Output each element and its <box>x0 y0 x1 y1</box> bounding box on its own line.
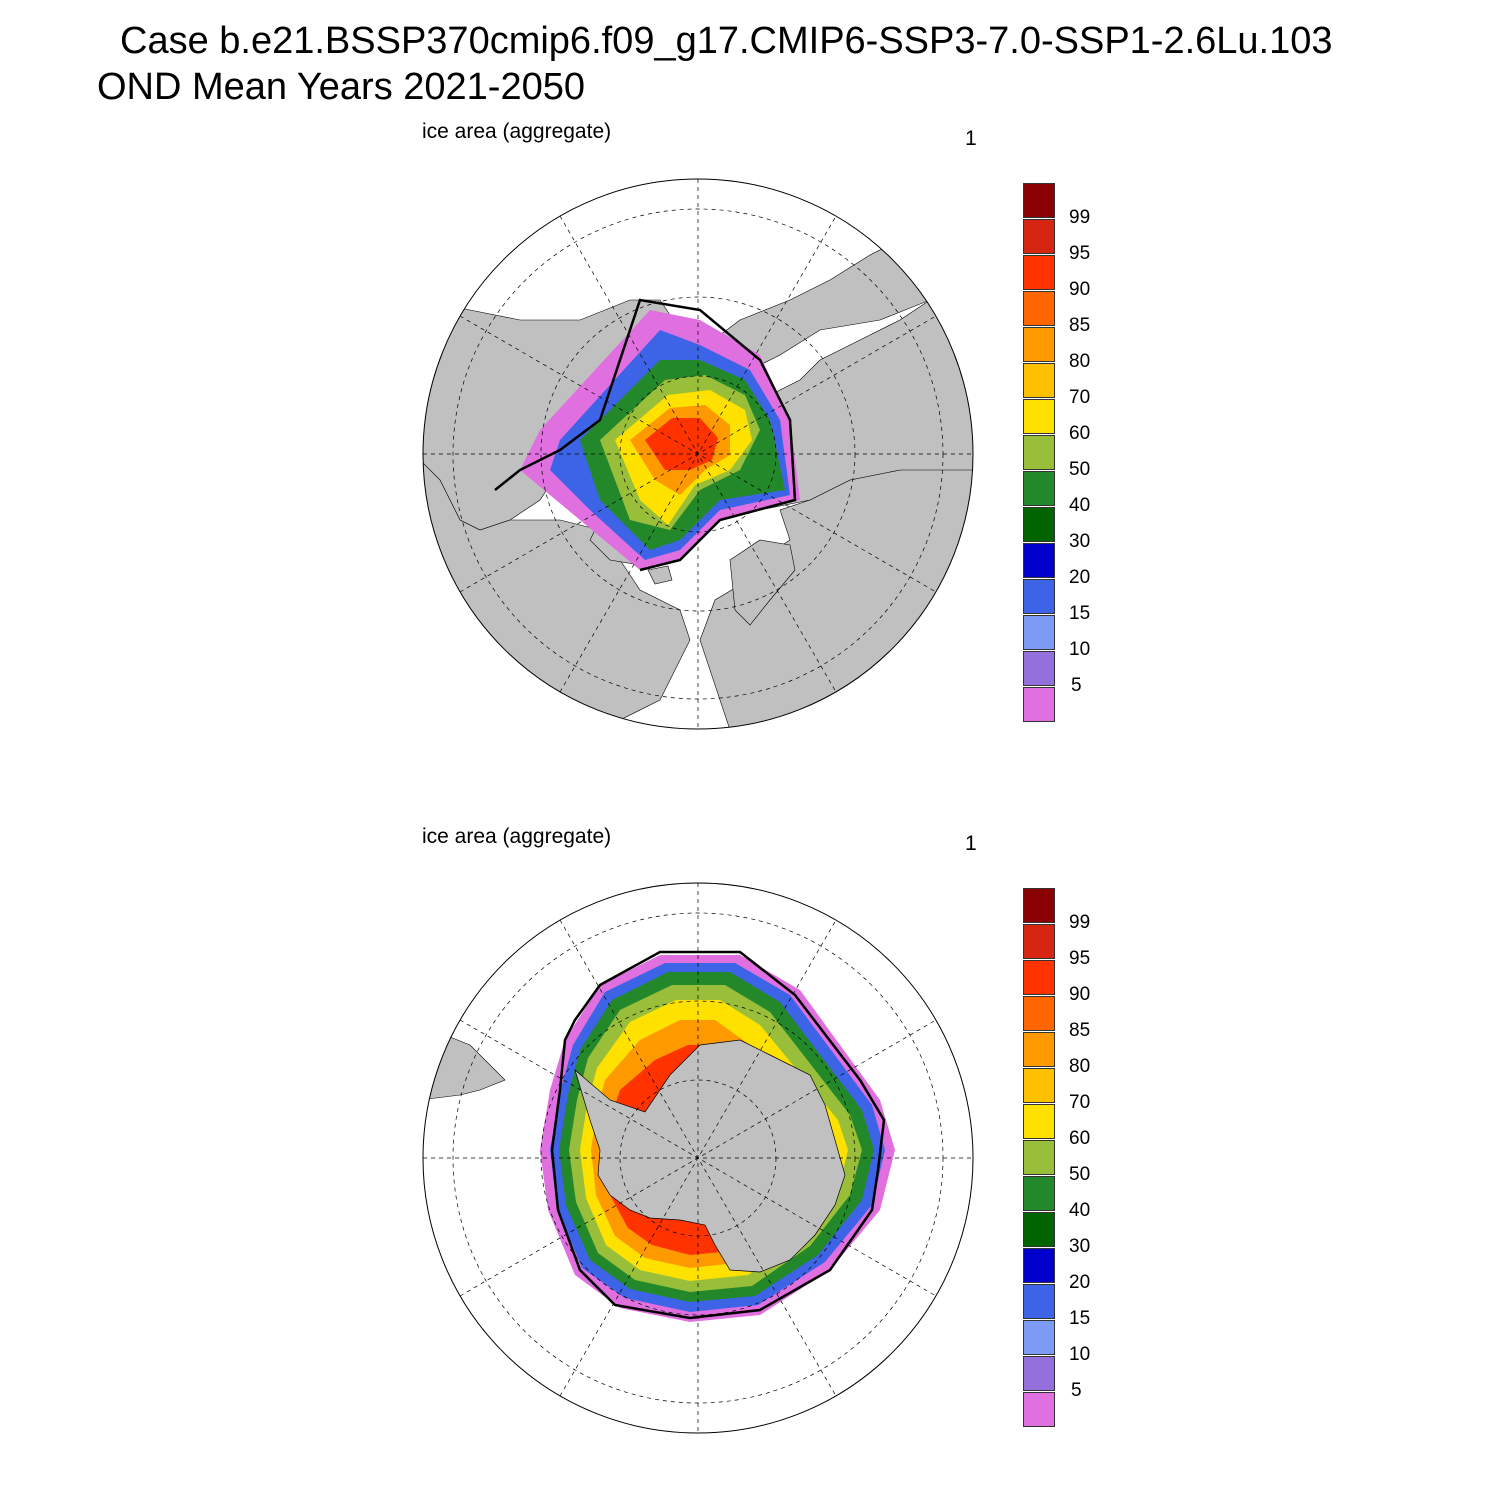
legend-north-swatch-0 <box>1023 183 1055 218</box>
legend-south-label: 85 <box>1069 1020 1091 1041</box>
legend-south-swatch-12 <box>1023 1320 1055 1355</box>
arctic-land-scandinavia <box>729 539 796 626</box>
arctic-ice-band-95 <box>645 418 718 470</box>
arctic-graticule <box>423 179 973 729</box>
legend-south-label: 60 <box>1069 1128 1091 1149</box>
antarctic-ice-edge-contour <box>550 950 886 1320</box>
legend-north-label: 80 <box>1069 351 1091 372</box>
arctic-ice-edge-contour <box>494 298 797 572</box>
legend-north-label: 10 <box>1069 639 1091 660</box>
legend-south-swatch-3 <box>1023 996 1055 1031</box>
legend-north-label: 60 <box>1069 423 1091 444</box>
legend-north-label: 85 <box>1069 315 1091 336</box>
legend-south-swatch-4 <box>1023 1032 1055 1067</box>
legend-north-label: 15 <box>1069 603 1091 624</box>
legend-north-label: 90 <box>1069 279 1091 300</box>
legend-south-swatch-14 <box>1023 1392 1055 1427</box>
legend-south-label: 50 <box>1069 1164 1091 1185</box>
legend-north-swatch-12 <box>1023 615 1055 650</box>
legend-south-swatch-2 <box>1023 960 1055 995</box>
legend-north-swatch-9 <box>1023 507 1055 542</box>
legend-north-swatch-5 <box>1023 363 1055 398</box>
legend-south-label: 10 <box>1069 1344 1091 1365</box>
panel-north-variable-label: ice area (aggregate) <box>422 120 612 143</box>
legend-south-label: 95 <box>1069 948 1091 969</box>
legend-south-label: 30 <box>1069 1236 1091 1257</box>
legend-south-label: 70 <box>1069 1092 1091 1113</box>
legend-north-label: 5 <box>1071 675 1082 696</box>
antarctic-map <box>422 882 974 1434</box>
legend-north-swatch-1 <box>1023 219 1055 254</box>
legend-south-label: 20 <box>1069 1272 1091 1293</box>
arctic-map-border <box>422 178 974 730</box>
antarctic-graticule <box>423 883 973 1433</box>
legend-north-label: 99 <box>1069 207 1091 228</box>
legend-north-label: 95 <box>1069 243 1091 264</box>
legend-north-swatch-6 <box>1023 399 1055 434</box>
legend-south-label: 80 <box>1069 1056 1091 1077</box>
legend-north-swatch-3 <box>1023 291 1055 326</box>
legend-south-swatch-0 <box>1023 888 1055 923</box>
legend-south-swatch-1 <box>1023 924 1055 959</box>
legend-north-swatch-10 <box>1023 543 1055 578</box>
legend-north-label: 40 <box>1069 495 1091 516</box>
legend-north-swatch-2 <box>1023 255 1055 290</box>
legend-south-swatch-7 <box>1023 1140 1055 1175</box>
legend-south-label: 5 <box>1071 1380 1082 1401</box>
legend-north-label: 20 <box>1069 567 1091 588</box>
legend-north-label: 70 <box>1069 387 1091 408</box>
legend-south-swatch-8 <box>1023 1176 1055 1211</box>
legend-north-label: 30 <box>1069 531 1091 552</box>
arctic-land-iceland <box>647 565 673 585</box>
legend-south-swatch-11 <box>1023 1284 1055 1319</box>
legend-south-label: 15 <box>1069 1308 1091 1329</box>
antarctic-map-border <box>422 882 974 1434</box>
panel-north-units-label: 1 <box>965 127 977 150</box>
legend-south-swatch-5 <box>1023 1068 1055 1103</box>
legend-north-swatch-13 <box>1023 651 1055 686</box>
legend-north-swatch-8 <box>1023 471 1055 506</box>
legend-north-swatch-7 <box>1023 435 1055 470</box>
legend-south-label: 40 <box>1069 1200 1091 1221</box>
legend-south-swatch-13 <box>1023 1356 1055 1391</box>
legend-north-swatch-14 <box>1023 687 1055 722</box>
legend-south-swatch-9 <box>1023 1212 1055 1247</box>
legend-south-label: 99 <box>1069 912 1091 933</box>
legend-south-swatch-6 <box>1023 1104 1055 1139</box>
arctic-map <box>422 178 974 730</box>
figure-title: Case b.e21.BSSP370cmip6.f09_g17.CMIP6-SS… <box>120 20 1333 62</box>
legend-north-label: 50 <box>1069 459 1091 480</box>
antarctic-land-continent <box>574 1039 846 1273</box>
legend-south-label: 90 <box>1069 984 1091 1005</box>
figure-subtitle: OND Mean Years 2021-2050 <box>97 66 585 108</box>
legend-south-swatch-10 <box>1023 1248 1055 1283</box>
legend-north-swatch-11 <box>1023 579 1055 614</box>
panel-south-units-label: 1 <box>965 832 977 855</box>
legend-north-swatch-4 <box>1023 327 1055 362</box>
panel-south-variable-label: ice area (aggregate) <box>422 825 612 848</box>
